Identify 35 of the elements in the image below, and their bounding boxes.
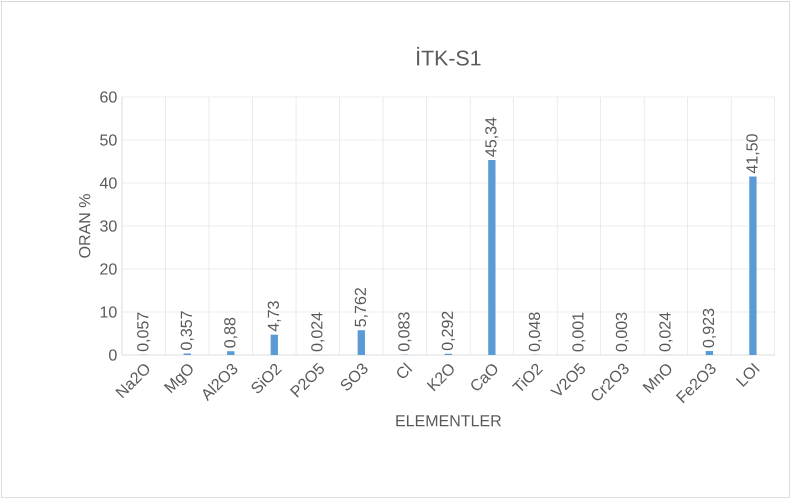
y-axis-title: ORAN % [79,194,90,258]
y-tick-label: 60 [100,91,117,103]
data-label: 0,003 [616,312,629,352]
data-label: 0,024 [311,312,324,352]
y-tick-label: 40 [100,177,117,189]
data-label: 4,73 [268,301,281,332]
x-tick-label: CaO [471,364,498,390]
data-label: 0,001 [572,312,586,352]
data-label: 45,34 [485,118,498,157]
data-label: 0,083 [398,312,412,352]
data-label: 0,88 [224,318,238,348]
data-label: 0,024 [659,312,673,352]
x-tick-label: LOI [736,362,760,387]
y-tick-label: 10 [100,306,117,318]
data-label: 0,057 [137,312,150,352]
data-label: 41,50 [746,134,760,174]
y-tick-label: 0 [109,349,117,361]
chart-title: İTK-S1 [417,46,480,66]
x-axis-title: ELEMENTLER [396,415,501,426]
x-tick-label: Cl [397,362,412,378]
bar [488,160,496,355]
y-tick-label: 50 [100,134,117,146]
x-tick-label: SO3 [340,364,368,390]
data-label: 5,762 [354,288,368,327]
data-label: 0,292 [442,312,455,350]
data-label: 0,923 [702,308,716,348]
data-label: 0,357 [180,311,194,350]
bar [227,351,234,355]
bar [358,330,365,355]
bar [749,176,757,355]
bar [270,334,278,355]
y-tick-label: 30 [100,220,117,232]
y-tick-label: 20 [100,263,117,275]
bar [706,351,714,355]
data-label: 0,048 [528,312,542,352]
